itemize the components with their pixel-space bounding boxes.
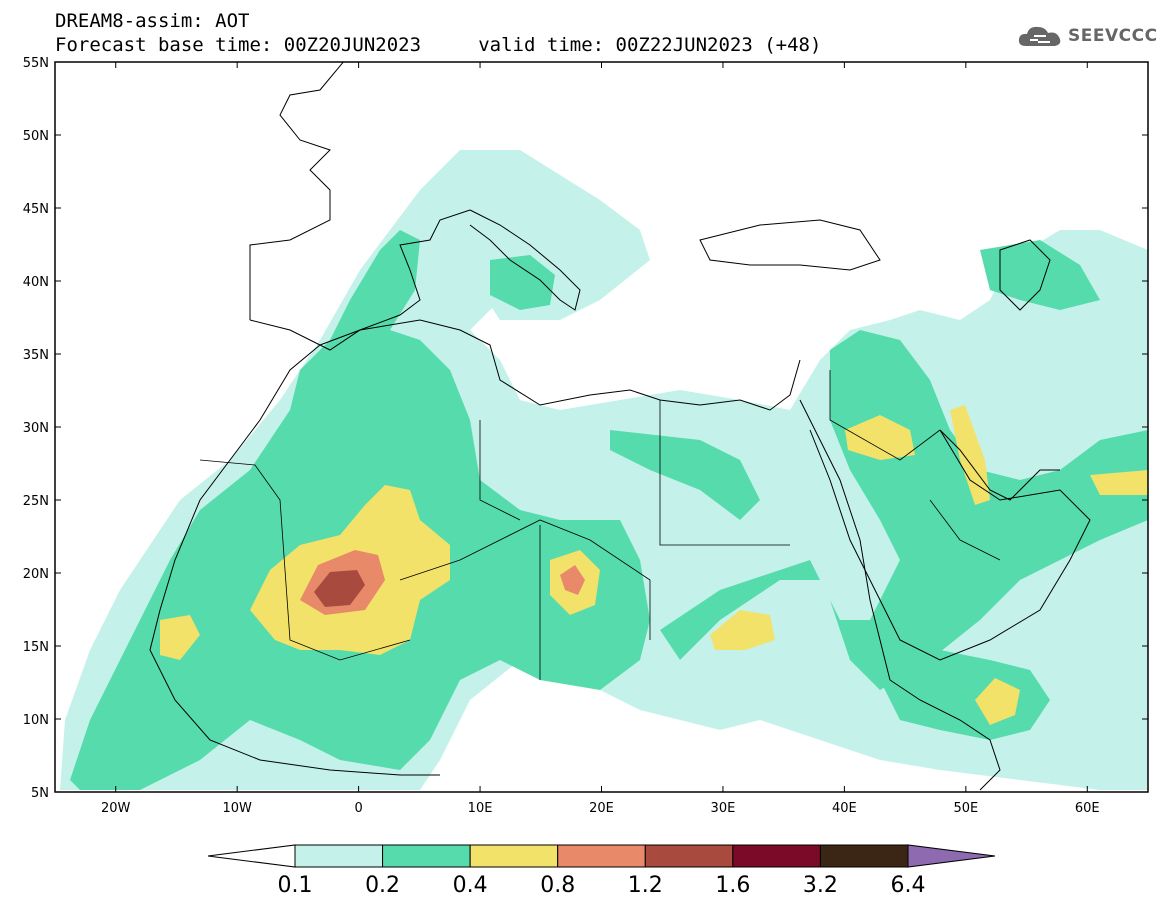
lon-axis: 20W 10W 0 10E 20E 30E 40E 50E 60E [101,62,1100,816]
colorbar-swatch [732,844,821,868]
cloud-icon [1018,26,1061,46]
aot-contour-0.4-iraq [845,415,915,460]
aot-contour-0.4-oman [1090,470,1148,495]
aot-contour-0.2-east [660,330,1148,690]
aot-contour-0.8-chad [560,565,585,595]
aot-contour-0.2-libya [610,430,760,520]
aot-contour-0.2-caspian [980,240,1100,310]
aot-contour-0.2-italy [490,255,555,310]
colorbar-level-label: 1.2 [628,873,663,898]
lat-axis: 5N 10N 15N 20N 25N 30N 35N 40N 45N 50N 55N [23,56,1148,801]
colorbar-level-label: 0.2 [365,873,400,898]
lon-tick-label: 20W [101,801,131,816]
north-africa-coast [319,319,801,411]
lat-tick-label: 25N [23,494,49,509]
colorbar-level-label: 0.1 [278,873,313,898]
colorbar-swatch [557,844,646,868]
colorbar-level-label: 0.4 [453,873,488,898]
lat-tick-label: 20N [23,567,49,582]
europe-coast [249,62,344,320]
colorbar-level-label: 3.2 [803,873,838,898]
lon-tick-label: 30E [711,801,736,816]
arabia-coast [809,429,1091,661]
lat-tick-label: 55N [23,56,49,71]
aot-field [55,62,1148,792]
borders [199,370,1001,680]
lat-tick-label: 30N [23,421,49,436]
west-africa-coast [149,344,440,776]
lon-tick-label: 0 [354,801,362,816]
horn-coast [889,679,1001,791]
lon-tick-label: 10W [222,801,252,816]
aot-contour-0.4-gulf [950,405,990,505]
black-sea-coast [699,219,881,271]
lon-tick-label: 40E [832,801,857,816]
colorbar: 0.1 0.2 0.4 0.8 1.2 1.6 3.2 6.4 [207,844,996,898]
colorbar-level-label: 1.6 [715,873,750,898]
aot-contour-0.4-senegal [160,615,200,660]
lon-tick-label: 60E [1075,801,1100,816]
colorbar-over-triangle [907,844,996,868]
colorbar-under-triangle [207,844,296,868]
lat-tick-label: 5N [31,786,49,801]
lat-tick-label: 15N [23,640,49,655]
colorbar-level-label: 6.4 [891,873,926,898]
map-title: DREAM8-assim: AOT [55,10,250,32]
lat-tick-label: 35N [23,348,49,363]
aot-contour-1.2 [314,570,365,607]
colorbar-level-label: 0.8 [540,873,575,898]
gulf-coast [939,429,1060,501]
colorbar-swatch [294,844,384,868]
lon-tick-label: 50E [953,801,978,816]
seevccc-logo: SEEVCCC [1016,22,1158,50]
lon-tick-label: 20E [589,801,614,816]
forecast-times: Forecast base time: 00Z20JUN2023 valid t… [55,34,822,56]
lat-tick-label: 10N [23,713,49,728]
aot-contour-0.4-somalia [975,678,1020,725]
coastlines [149,62,1091,791]
colorbar-swatch [382,844,471,868]
aot-contour-0.2 [70,230,650,790]
lat-tick-label: 45N [23,202,49,217]
lat-tick-label: 40N [23,275,49,290]
aot-contour-0.4-sudan [710,610,775,650]
lon-tick-label: 10E [468,801,493,816]
lat-tick-label: 50N [23,129,49,144]
logo-text: SEEVCCC [1068,26,1158,46]
red-sea-coast [799,399,891,681]
italy-coast [469,209,581,311]
caspian-coast [999,239,1051,311]
iberia-coast [249,209,471,351]
colorbar-swatch [819,844,909,868]
colorbar-swatch [644,844,734,868]
colorbar-swatch [469,844,559,868]
